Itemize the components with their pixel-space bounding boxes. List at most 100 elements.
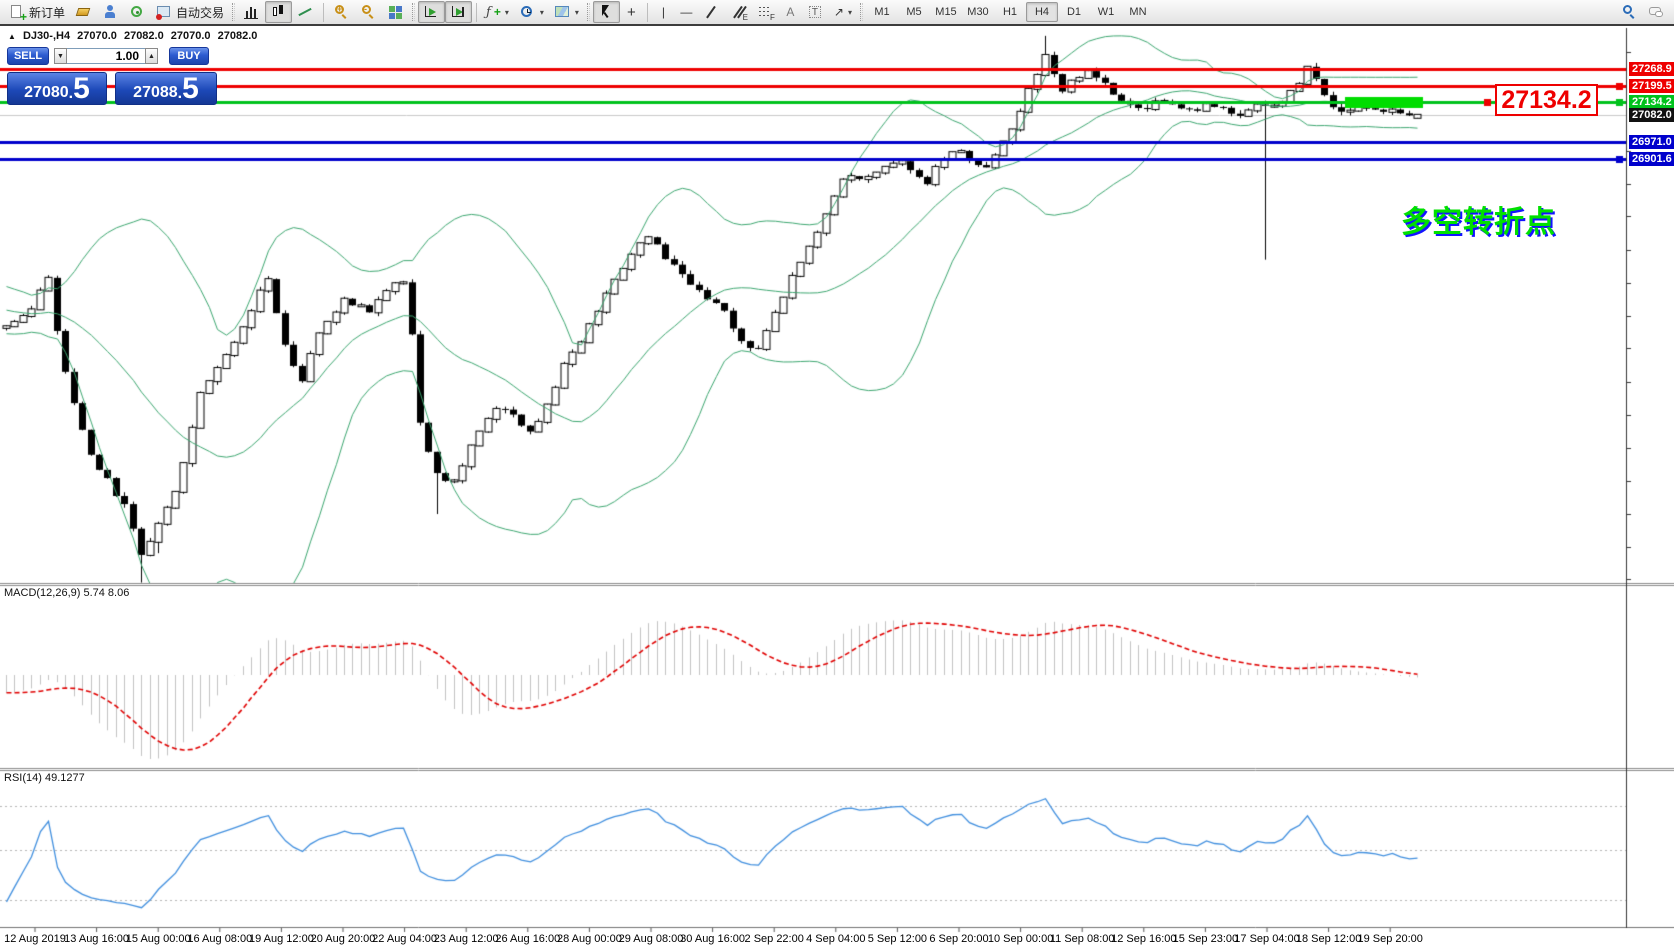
buy-price-button[interactable]: 27088. 5 xyxy=(115,72,217,105)
gold-bar-icon xyxy=(75,4,92,20)
profile-button[interactable] xyxy=(97,1,124,23)
timeframe-w1-button[interactable]: W1 xyxy=(1097,6,1115,18)
time-axis[interactable]: 12 Aug 2019 13 Aug 16:00 15 Aug 00:00 16 Au… xyxy=(0,928,1626,950)
trendline-button[interactable] xyxy=(698,1,725,23)
market-watch-button[interactable] xyxy=(70,1,97,23)
time-axis-label: 16 Aug 08:00 xyxy=(187,933,253,945)
horizontal-line-icon: — xyxy=(680,5,693,19)
autotrading-icon xyxy=(156,4,173,20)
toolbar-grip[interactable] xyxy=(859,3,863,21)
new-order-button[interactable]: + 新订单 xyxy=(4,1,70,23)
time-axis-label: 11 Sep 08:00 xyxy=(1049,933,1115,945)
time-axis-label: 28 Aug 00:00 xyxy=(556,933,622,945)
channel-button[interactable]: E xyxy=(725,1,752,23)
time-axis-label: 26 Aug 16:00 xyxy=(495,933,561,945)
text-label-icon: T xyxy=(807,4,824,20)
trendline-icon xyxy=(703,4,720,20)
signals-button[interactable] xyxy=(124,1,151,23)
timeframe-h4-button[interactable]: H4 xyxy=(1025,2,1058,22)
price-axis[interactable]: 27339.026935.026799.026667.026531.026395… xyxy=(1626,28,1674,928)
template-icon xyxy=(554,4,571,20)
fibonacci-button[interactable]: F xyxy=(752,1,779,23)
chart-shift-button[interactable] xyxy=(445,1,473,23)
tile-windows-button[interactable] xyxy=(382,1,409,23)
buy-button[interactable]: BUY xyxy=(169,47,209,65)
timeframe-h1-button[interactable]: H1 xyxy=(1002,6,1018,18)
main-toolbar: + 新订单 自动交易 + - xyxy=(0,0,1674,26)
buy-price-frac: 5 xyxy=(182,72,199,105)
toolbar-separator xyxy=(476,2,478,22)
auto-scroll-icon xyxy=(423,4,440,20)
bar-low-value: 27070.0 xyxy=(170,30,211,42)
cursor-button[interactable] xyxy=(592,1,620,23)
zoom-in-button[interactable]: + xyxy=(328,1,355,23)
text-tool-button[interactable]: A xyxy=(779,1,802,23)
crosshair-button[interactable]: + xyxy=(620,1,643,23)
time-axis-label: 5 Sep 12:00 xyxy=(867,933,928,945)
sell-price-button[interactable]: 27080. 5 xyxy=(7,72,107,105)
timeframe-m30-button[interactable]: M30 xyxy=(967,6,989,18)
chart-shift-icon xyxy=(450,4,467,20)
timeframe-m15-button[interactable]: M15 xyxy=(935,6,957,18)
zoom-out-button[interactable]: - xyxy=(355,1,382,23)
sell-button[interactable]: SELL xyxy=(7,47,49,65)
profile-icon xyxy=(102,4,119,20)
lot-size-input[interactable] xyxy=(67,48,145,64)
tile-windows-icon xyxy=(387,4,404,20)
timeframe-d1-button[interactable]: D1 xyxy=(1066,6,1082,18)
candlestick-icon xyxy=(270,4,287,20)
chat-button[interactable] xyxy=(1643,1,1670,23)
fibonacci-icon: F xyxy=(757,4,775,22)
timeframe-m5-button[interactable]: M5 xyxy=(906,6,922,18)
bar-open-value: 27070.0 xyxy=(77,30,117,42)
toolbar-grip[interactable] xyxy=(232,3,236,21)
crosshair-icon: + xyxy=(627,3,636,21)
price-callout-box[interactable]: 27134.2 xyxy=(1495,84,1598,116)
level-price-label: 27268.9 xyxy=(1629,62,1674,77)
time-axis-label: 29 Aug 08:00 xyxy=(618,933,684,945)
horizontal-line-button[interactable]: — xyxy=(675,1,698,23)
lot-decrease-button[interactable]: ▼ xyxy=(54,48,67,64)
time-axis-label: 15 Sep 23:00 xyxy=(1172,933,1239,945)
timeframe-m1-button[interactable]: M1 xyxy=(874,6,890,18)
text-label-button[interactable]: T xyxy=(802,1,829,23)
toolbar-grip[interactable] xyxy=(412,3,416,21)
vertical-line-button[interactable]: | xyxy=(652,1,675,23)
chart-annotation-text[interactable]: 多空转折点 xyxy=(1401,206,1556,239)
chart-header: ▲ DJ30-,H4 27070.0 27082.0 27070.0 27082… xyxy=(8,30,261,42)
time-axis-label: 20 Aug 20:00 xyxy=(310,933,376,945)
level-price-label: 26901.6 xyxy=(1629,151,1674,166)
indicators-icon: ƒ xyxy=(486,4,491,20)
periods-button[interactable]: ▾ xyxy=(514,1,549,23)
vertical-line-icon: | xyxy=(661,5,665,19)
candlestick-chart-button[interactable] xyxy=(265,1,293,23)
timeframe-mn-button[interactable]: MN xyxy=(1129,6,1147,18)
time-axis-label: 18 Sep 12:00 xyxy=(1295,933,1362,945)
time-axis-label: 19 Aug 12:00 xyxy=(248,933,314,945)
toolbar-separator xyxy=(646,2,648,22)
search-icon xyxy=(1621,4,1638,20)
toolbar-grip[interactable] xyxy=(586,3,590,21)
search-button[interactable] xyxy=(1616,1,1643,23)
new-order-icon: + xyxy=(9,4,27,23)
current-price-label: 27082.0 xyxy=(1629,107,1674,122)
indicators-button[interactable]: ƒ + ▾ xyxy=(486,4,509,20)
lot-increase-button[interactable]: ▲ xyxy=(145,48,158,64)
bar-chart-button[interactable] xyxy=(238,1,265,23)
time-axis-label: 19 Sep 20:00 xyxy=(1357,933,1423,945)
level-price-label: 27199.5 xyxy=(1629,79,1674,94)
new-order-label: 新订单 xyxy=(29,5,66,20)
templates-button[interactable]: ▾ xyxy=(549,1,584,23)
autotrading-button[interactable]: 自动交易 xyxy=(151,1,229,23)
line-chart-button[interactable] xyxy=(292,1,319,23)
zoom-in-icon: + xyxy=(333,4,350,20)
collapse-one-click-icon[interactable]: ▲ xyxy=(8,32,16,41)
auto-scroll-button[interactable] xyxy=(418,1,446,23)
time-axis-label: 15 Aug 00:00 xyxy=(125,933,191,945)
time-axis-label: 13 Aug 16:00 xyxy=(64,933,130,945)
arrows-button[interactable]: ↗ ▾ xyxy=(833,5,852,19)
autotrading-label: 自动交易 xyxy=(176,5,225,20)
time-axis-label: 23 Aug 12:00 xyxy=(433,933,499,945)
time-axis-label: 17 Sep 04:00 xyxy=(1234,933,1300,945)
